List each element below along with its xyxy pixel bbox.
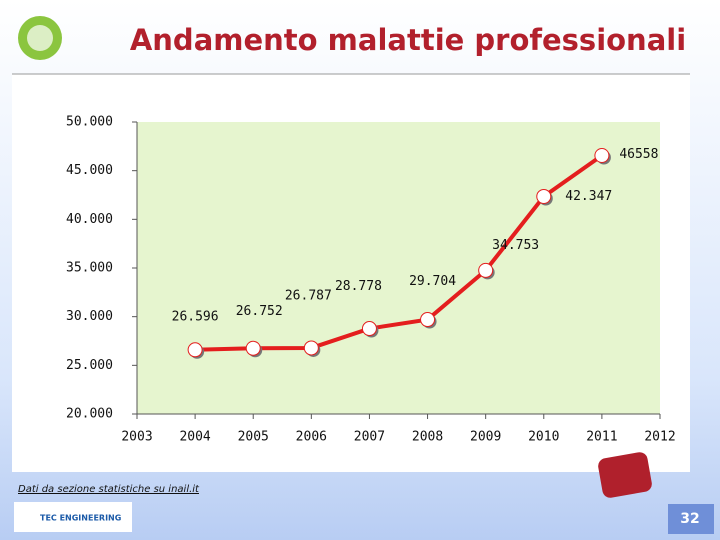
footnote: Dati da sezione statistiche su inail.it (18, 484, 200, 495)
logo-icon-inner (27, 25, 53, 51)
x-tick-label: 2004 (179, 430, 210, 445)
data-label: 42.347 (565, 189, 612, 204)
y-tick-label: 25.000 (66, 358, 113, 373)
logo-globe (598, 452, 652, 498)
x-tick-label: 2011 (586, 430, 617, 445)
data-label: 34.753 (492, 238, 539, 253)
y-tick-label: 50.000 (66, 115, 113, 130)
data-label: 26.752 (236, 304, 283, 319)
marker (594, 148, 610, 164)
x-tick-label: 2005 (238, 430, 269, 445)
y-tick-label: 35.000 (66, 261, 113, 276)
logo-text: TEC ENGINEERING (40, 514, 121, 523)
data-line (195, 153, 604, 352)
x-tick-label: 2006 (296, 430, 327, 445)
data-label: 28.778 (335, 279, 382, 294)
y-tick-label: 40.000 (66, 212, 113, 227)
x-tick-label: 2010 (528, 430, 559, 445)
marker (536, 188, 552, 204)
x-tick-label: 2008 (412, 430, 443, 445)
y-tick-label: 20.000 (66, 407, 113, 422)
marker (361, 321, 377, 337)
y-tick-label: 45.000 (66, 163, 113, 178)
page-number-box (668, 504, 714, 534)
data-label: 26.787 (285, 288, 332, 303)
data-label: 46558 (619, 147, 658, 162)
logo-box (14, 502, 132, 532)
marker (303, 340, 319, 356)
marker (478, 262, 494, 278)
slide-title: Andamento malattie professionali (130, 23, 686, 57)
marker (245, 340, 261, 356)
x-tick-label: 2007 (354, 430, 385, 445)
data-label: 29.704 (409, 274, 456, 289)
plot-area (137, 122, 660, 414)
data-label: 26.596 (172, 309, 219, 324)
x-tick-label: 2012 (644, 430, 675, 445)
page-number: 32 (680, 511, 699, 527)
marker (420, 312, 436, 328)
x-tick-label: 2009 (470, 430, 501, 445)
x-tick-label: 2003 (121, 430, 152, 445)
y-tick-label: 30.000 (66, 309, 113, 324)
marker (187, 342, 203, 358)
